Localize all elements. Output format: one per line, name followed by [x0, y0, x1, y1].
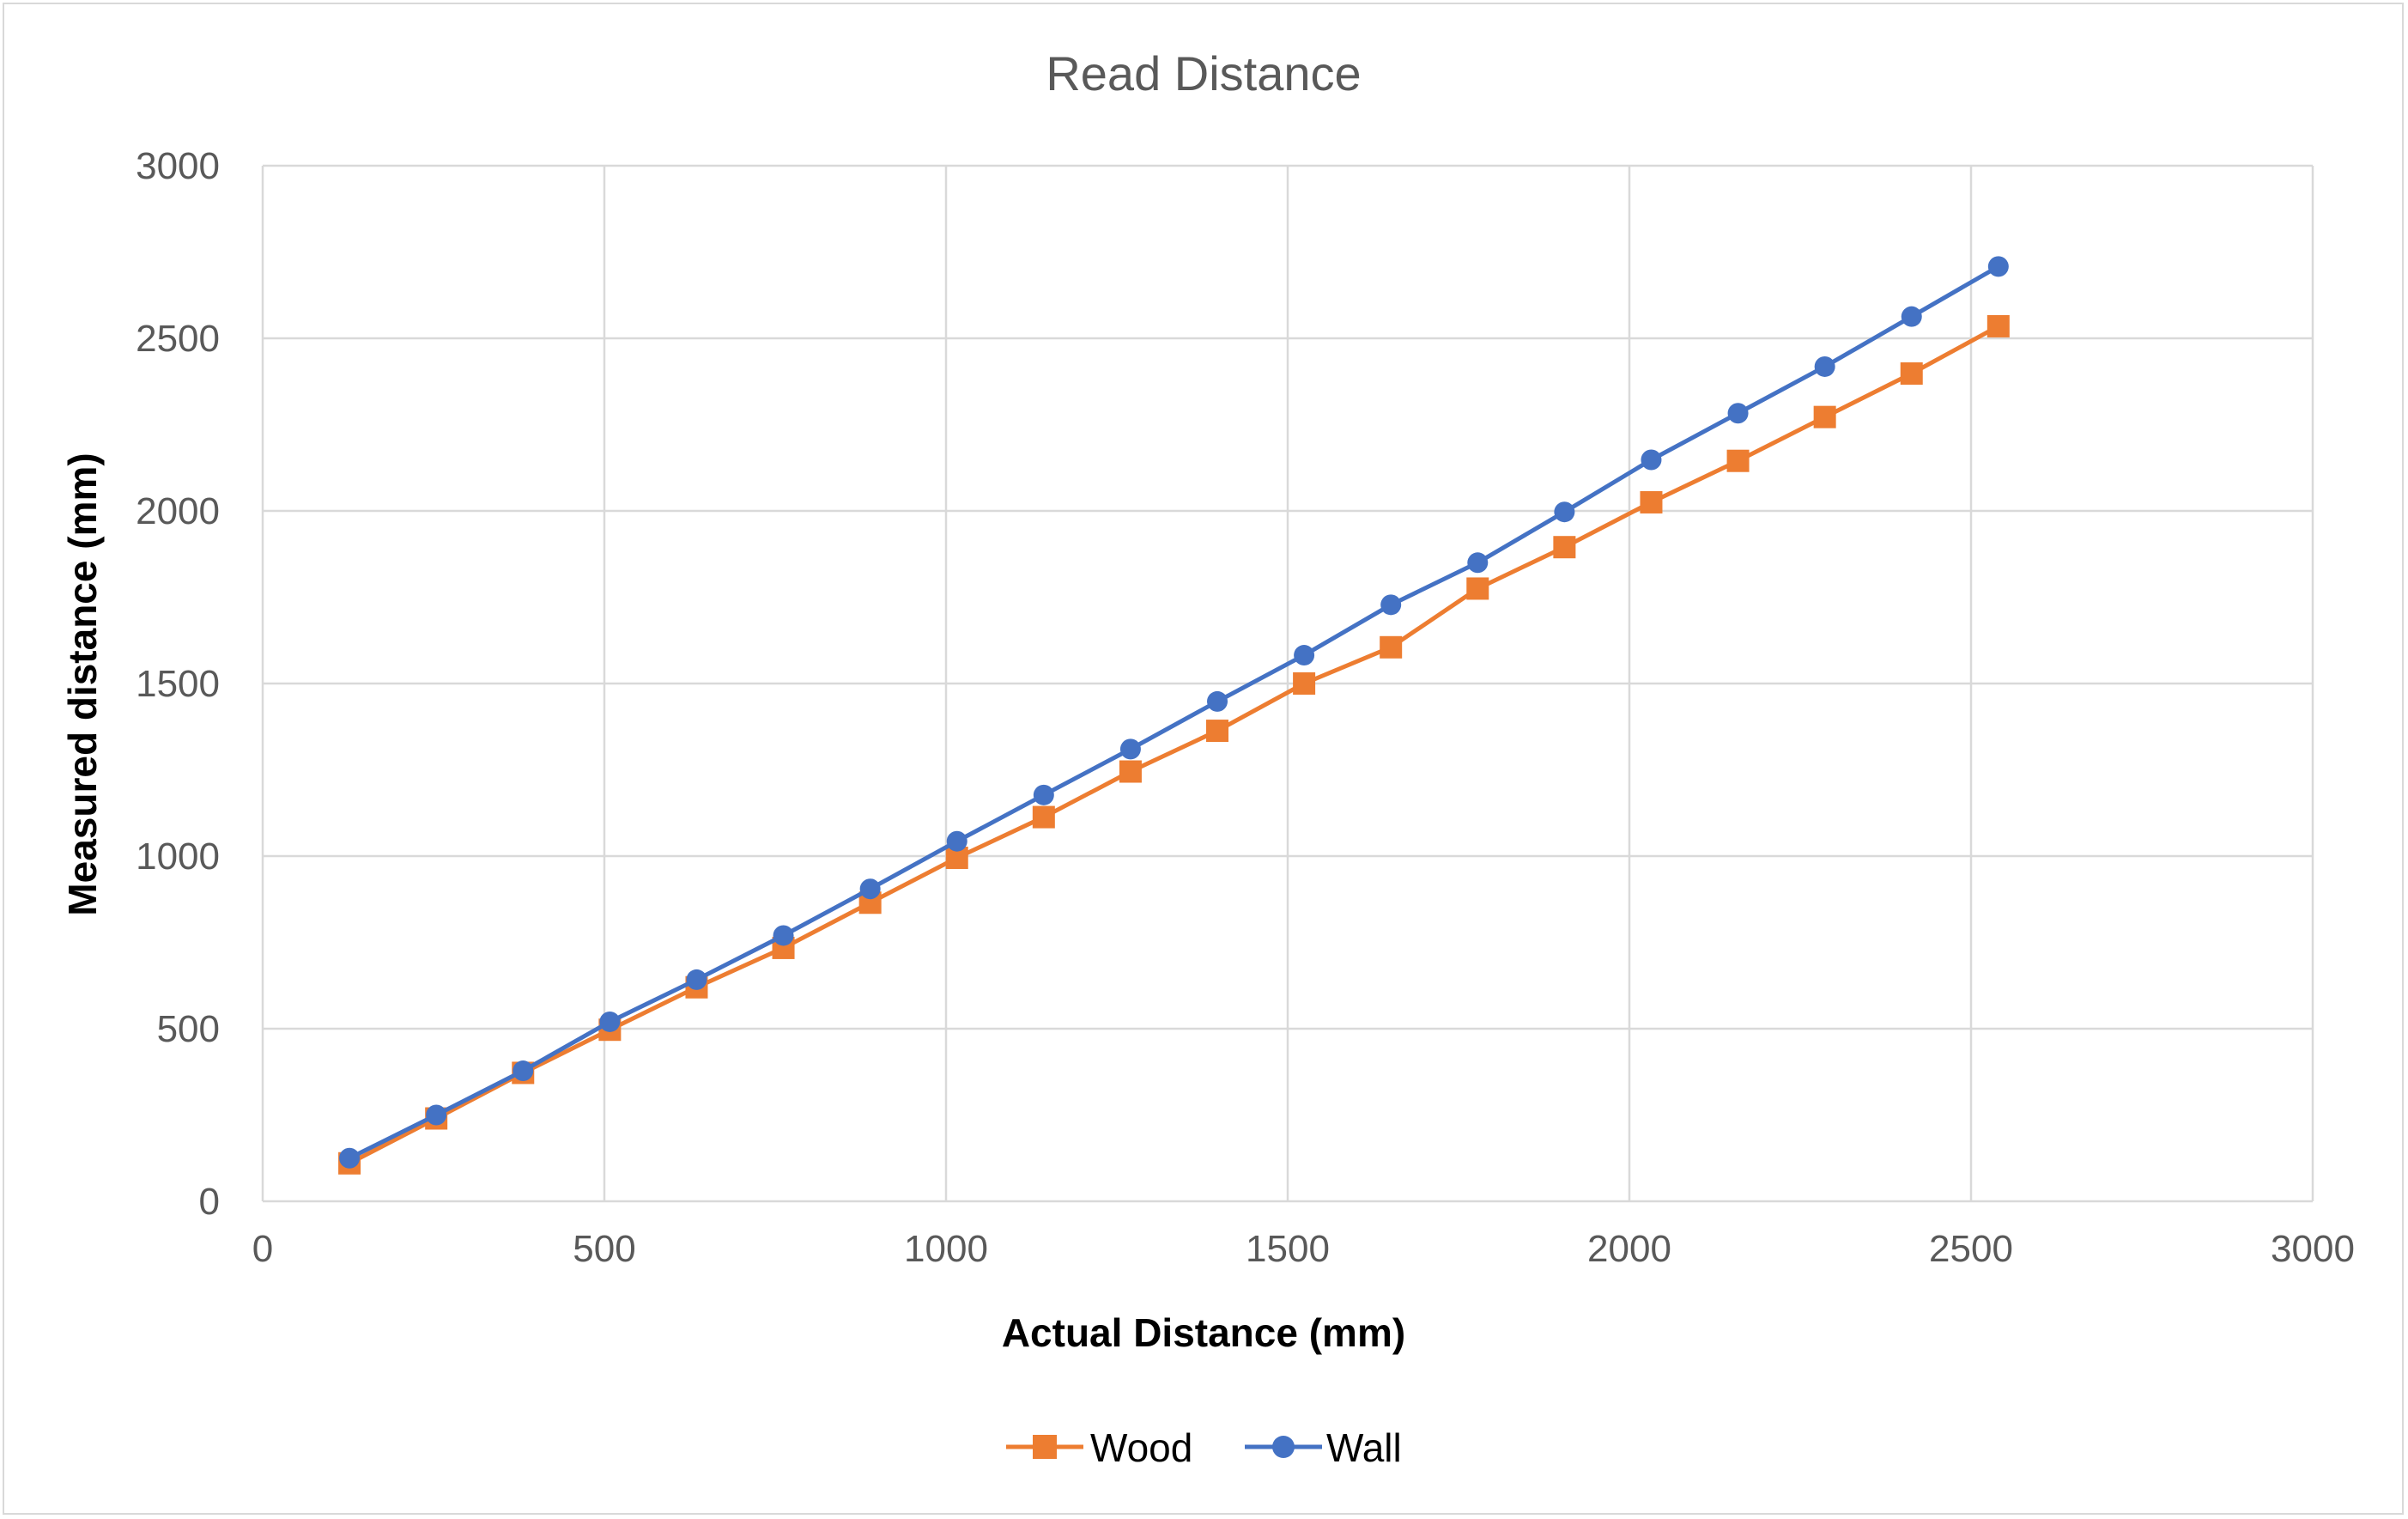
data-point-wall: [1207, 690, 1228, 712]
data-point-wall: [1554, 501, 1575, 523]
y-tick-label: 500: [157, 1008, 220, 1050]
data-point-wall: [1294, 645, 1315, 666]
data-point-wood: [1380, 635, 1403, 659]
data-point-wall: [599, 1011, 621, 1032]
series-line-wall: [347, 264, 2001, 1161]
y-tick-label: 2500: [136, 318, 220, 360]
data-point-wall: [1467, 552, 1489, 574]
chart-title: Read Distance: [1046, 46, 1361, 100]
y-tick-label: 1500: [136, 663, 220, 705]
data-point-wall: [773, 925, 794, 946]
data-point-wood: [1119, 760, 1142, 783]
data-point-wall: [1380, 594, 1402, 616]
data-point-wall: [1901, 306, 1922, 327]
series-wall: [339, 256, 2009, 1169]
data-point-wall: [686, 969, 707, 990]
data-point-wall: [513, 1060, 534, 1082]
y-tick-label: 2000: [136, 490, 220, 532]
data-point-wall: [1987, 256, 2009, 277]
data-point-wood: [1553, 536, 1576, 559]
legend: Wood Wall: [1006, 1425, 1402, 1470]
data-point-wall: [426, 1104, 447, 1126]
x-axis-title: Actual Distance (mm): [1002, 1310, 1405, 1355]
x-tick-label: 3000: [2271, 1228, 2355, 1270]
x-tick-label: 500: [573, 1228, 635, 1270]
x-tick-label: 1000: [904, 1228, 988, 1270]
data-point-wall: [1119, 738, 1141, 760]
data-point-wall: [1641, 449, 1662, 471]
data-point-wood: [1032, 805, 1055, 829]
x-tick-label: 1500: [1246, 1228, 1330, 1270]
data-point-wall: [1727, 403, 1749, 424]
data-point-wood: [1813, 405, 1836, 428]
x-tick-label: 2000: [1587, 1228, 1671, 1270]
y-axis-title: Measured distance (mm): [60, 453, 105, 915]
y-tick-label: 1000: [136, 835, 220, 878]
data-point-wall: [1033, 784, 1054, 805]
y-tick-label: 0: [199, 1181, 220, 1223]
legend-label: Wood: [1090, 1425, 1192, 1470]
legend-square-marker: [1033, 1435, 1057, 1459]
x-tick-label: 2500: [1929, 1228, 2013, 1270]
series-wood: [338, 314, 2010, 1175]
data-point-wood: [1206, 720, 1229, 743]
data-point-wood: [1726, 449, 1750, 472]
data-point-wood: [1900, 362, 1923, 386]
y-axis-ticks: 0 500 1000 1500 2000 2500 3000: [136, 145, 220, 1223]
data-point-wall: [1814, 355, 1835, 377]
data-point-wood: [1466, 577, 1489, 600]
legend-item-wall: Wall: [1245, 1425, 1402, 1470]
y-tick-label: 3000: [136, 145, 220, 187]
x-axis-ticks: 0 500 1000 1500 2000 2500 3000: [252, 1228, 2355, 1270]
data-point-wall: [946, 830, 967, 852]
legend-circle-marker: [1272, 1436, 1295, 1458]
data-point-wood: [1293, 672, 1316, 695]
legend-label: Wall: [1326, 1425, 1402, 1470]
chart-frame: [3, 3, 2404, 1515]
data-point-wall: [859, 878, 881, 900]
data-point-wall: [339, 1147, 361, 1169]
series-line-wood: [347, 324, 2001, 1166]
data-point-wood: [1986, 314, 2010, 337]
x-tick-label: 0: [252, 1228, 273, 1270]
series-layer: [338, 256, 2010, 1175]
data-point-wood: [1640, 490, 1663, 513]
legend-item-wood: Wood: [1006, 1425, 1192, 1470]
